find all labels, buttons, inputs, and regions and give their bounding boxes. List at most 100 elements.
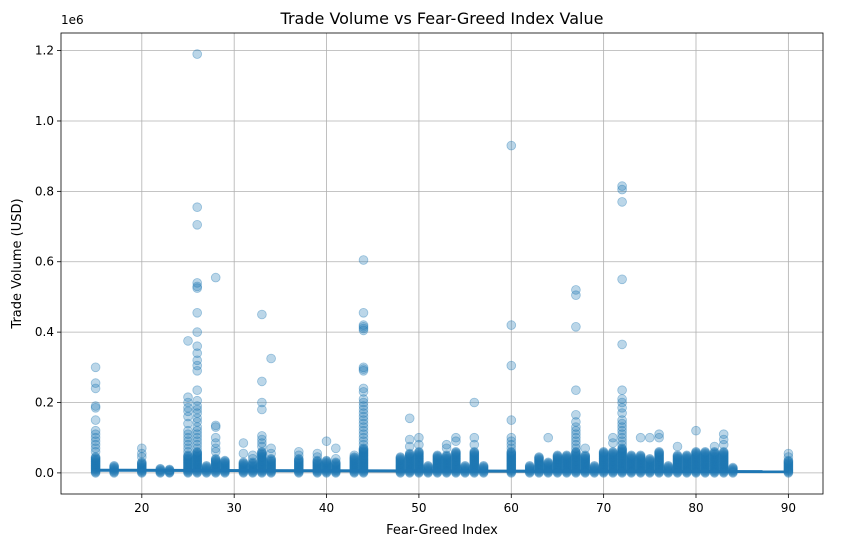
data-point: [783, 460, 794, 471]
data-point: [654, 432, 664, 443]
data-point: [469, 457, 480, 467]
data-point: [608, 449, 618, 459]
data-point: [654, 457, 664, 468]
chart-title: Trade Volume vs Fear-Greed Index Value: [280, 9, 604, 28]
data-point: [700, 457, 710, 467]
data-point: [598, 450, 609, 460]
data-point: [192, 457, 203, 467]
data-point: [617, 454, 627, 465]
data-point: [210, 459, 221, 470]
data-point: [432, 453, 443, 464]
data-point: [672, 455, 683, 466]
x-axis-ticks: 20 30 40 50 60 70 80 90: [134, 494, 796, 515]
data-point: [90, 457, 101, 468]
data-point: [312, 452, 323, 462]
data-point: [654, 447, 664, 458]
data-point: [183, 432, 193, 443]
x-tick-label: 90: [781, 501, 796, 515]
y-tick-label: 0.0: [35, 466, 54, 480]
data-point: [451, 453, 461, 463]
data-point: [414, 452, 424, 463]
data-point: [571, 446, 581, 457]
data-point: [257, 431, 267, 441]
data-point: [257, 457, 267, 467]
data-point: [183, 452, 193, 463]
data-point: [395, 459, 406, 470]
data-point: [192, 439, 203, 450]
data-point: [681, 460, 692, 471]
data-point: [709, 448, 720, 459]
data-point: [617, 444, 627, 455]
data-point: [654, 448, 664, 459]
data-point: [681, 450, 692, 461]
data-point: [534, 454, 544, 465]
data-point: [571, 458, 581, 469]
data-point: [137, 458, 147, 468]
data-point: [358, 401, 369, 411]
data-point: [635, 455, 646, 465]
data-point: [709, 450, 720, 461]
data-point: [571, 439, 581, 450]
data-point: [506, 415, 517, 425]
data-point: [561, 451, 572, 462]
data-point: [635, 451, 646, 462]
data-point: [257, 446, 267, 457]
data-point: [414, 455, 424, 466]
data-point: [534, 457, 544, 468]
data-point: [358, 364, 369, 374]
data-point: [709, 456, 720, 467]
data-point: [451, 436, 461, 447]
data-point: [90, 460, 101, 471]
data-point: [192, 401, 203, 411]
data-point: [192, 449, 203, 459]
data-point: [571, 425, 581, 436]
data-point: [183, 451, 193, 461]
data-point: [432, 458, 443, 468]
data-point: [561, 452, 572, 463]
data-point: [192, 432, 203, 443]
data-point: [672, 456, 683, 467]
data-point: [432, 455, 443, 466]
data-point: [183, 425, 193, 436]
data-point: [358, 445, 369, 456]
data-point: [626, 451, 637, 462]
data-point: [90, 401, 101, 411]
data-point: [257, 376, 267, 387]
data-point: [571, 422, 581, 432]
data-point: [183, 336, 193, 346]
y-axis-label: Trade Volume (USD): [10, 198, 25, 329]
data-point: [137, 457, 147, 468]
data-point: [654, 450, 664, 461]
data-point: [358, 439, 369, 450]
data-point: [451, 454, 461, 465]
data-point: [404, 456, 415, 467]
data-point: [469, 451, 480, 462]
data-point: [718, 447, 729, 458]
data-point: [709, 454, 720, 465]
data-point: [635, 458, 646, 469]
data-point: [718, 455, 729, 466]
data-point: [506, 458, 517, 469]
data-point: [608, 450, 618, 460]
data-point: [700, 453, 710, 464]
data-point: [451, 447, 461, 458]
data-point: [534, 452, 544, 463]
data-point: [257, 458, 267, 469]
data-point: [183, 457, 193, 468]
data-point: [469, 454, 480, 465]
data-point: [404, 455, 415, 466]
data-point: [414, 450, 424, 461]
data-point: [635, 456, 646, 467]
data-point: [709, 455, 720, 466]
data-point: [506, 449, 517, 459]
data-point: [644, 460, 655, 470]
data-point: [441, 443, 452, 454]
data-point: [293, 454, 304, 465]
data-point: [349, 457, 360, 468]
data-point: [395, 452, 406, 463]
data-point: [330, 457, 341, 468]
x-tick-label: 40: [319, 501, 334, 515]
data-point: [617, 458, 627, 469]
data-point: [90, 443, 101, 454]
